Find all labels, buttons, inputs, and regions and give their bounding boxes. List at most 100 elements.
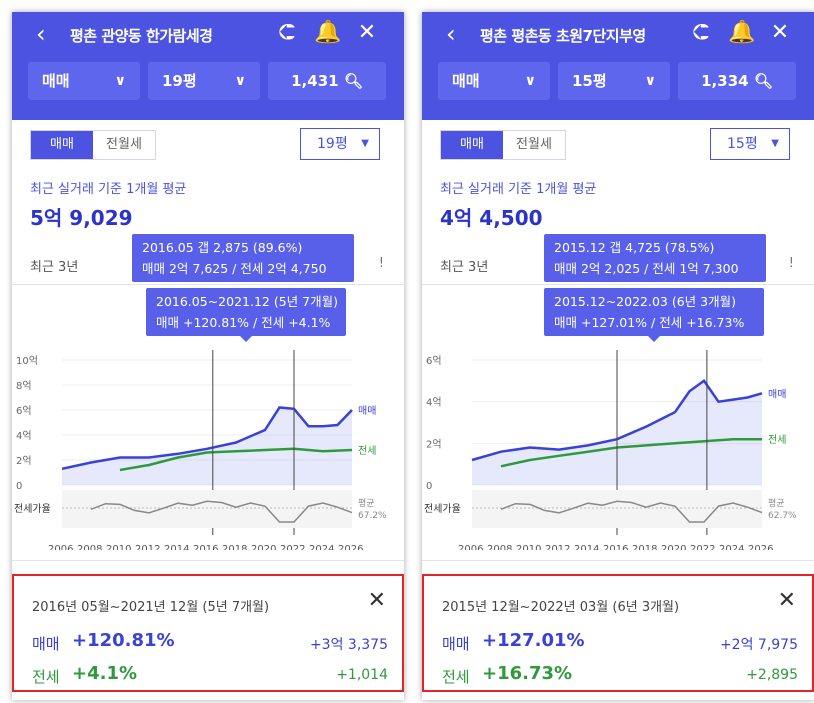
segment-sale[interactable]: 매매 <box>31 131 93 159</box>
back-chevron-icon[interactable]: ‹ <box>446 20 456 48</box>
range-selector[interactable]: 최근 3년 <box>30 260 79 275</box>
pyeong-dropdown[interactable]: 15평 ▼ <box>710 128 790 160</box>
size-value: 19평 <box>162 72 197 90</box>
page-title: 평촌 관양동 한가람세경 <box>70 27 213 45</box>
sale-label: 매매 <box>32 635 60 653</box>
close-icon[interactable]: ✕ <box>367 588 386 613</box>
sale-series-label: 매매 <box>358 405 376 417</box>
x-tick-label: 2018 <box>632 544 657 550</box>
average-label: 최근 실거래 기준 1개월 평균 <box>440 182 597 197</box>
change-summary-box: 2015년 12월~2022년 03월 (6년 3개월) ✕ 매매 +127.0… <box>422 574 814 692</box>
info-mark: ! <box>378 256 384 271</box>
x-tick-label: 2008 <box>487 544 512 550</box>
period-tooltip-line2: 매매 +120.81% / 전세 +4.1% <box>156 315 331 330</box>
divider <box>12 560 404 561</box>
jeonse-percent: +4.1% <box>72 663 138 684</box>
trade-type-select[interactable]: 매매 ∨ <box>28 62 140 100</box>
summary-period: 2016년 05월~2021년 12월 (5년 7개월) <box>32 600 270 615</box>
ratio-avg-label: 평균 <box>358 498 375 509</box>
y-tick-label: 6억 <box>426 355 442 367</box>
jeonse-amount: +1,014 <box>336 667 388 683</box>
bell-icon[interactable]: 🔔 <box>728 20 756 45</box>
x-tick-label: 2006 <box>48 544 73 550</box>
search-icon: 🔍︎ <box>343 72 363 90</box>
segment-rent[interactable]: 전월세 <box>516 137 552 152</box>
average-value: 5억 9,029 <box>30 206 133 230</box>
sale-label: 매매 <box>442 635 470 653</box>
gap-tooltip-line2: 매매 2억 2,025 / 전세 1억 7,300 <box>554 261 739 276</box>
sale-amount: +3억 3,375 <box>309 637 388 653</box>
app-panel: ‹ 평촌 평촌동 초원7단지부영 ⮈ 🔔 ✕ 매매 ∨ 15평 ∨ 1,334 … <box>422 12 814 700</box>
ratio-label: 전세가율 <box>424 503 461 515</box>
tooltip-arrow <box>240 336 252 342</box>
y-tick-label: 0 <box>426 481 432 492</box>
period-tooltip-line2: 매매 +127.01% / 전세 +16.73% <box>554 315 745 330</box>
sale-line <box>471 379 763 462</box>
sale-percent: +127.01% <box>482 630 585 651</box>
y-tick-label: 2억 <box>16 455 32 467</box>
ratio-avg-value: 62.7% <box>768 511 797 521</box>
sale-area <box>62 407 352 485</box>
segment-rent[interactable]: 전월세 <box>106 137 142 152</box>
y-tick-label: 4억 <box>426 397 442 409</box>
range-selector[interactable]: 최근 3년 <box>440 260 489 275</box>
jeonse-label: 전세 <box>442 668 470 686</box>
size-select[interactable]: 19평 ∨ <box>148 62 260 100</box>
x-tick-label: 2020 <box>251 544 276 550</box>
listing-count-button[interactable]: 1,431 🔍︎ <box>268 62 386 100</box>
info-mark: ! <box>788 256 794 271</box>
chevron-down-icon: ∨ <box>524 73 536 89</box>
x-tick-label: 2022 <box>280 544 305 550</box>
divider <box>422 560 814 561</box>
share-icon[interactable]: ⮈ <box>278 20 296 45</box>
x-tick-label: 2010 <box>106 544 131 550</box>
y-tick-label: 6억 <box>16 405 32 417</box>
y-tick-label: 4억 <box>16 430 32 442</box>
period-tooltip-line1: 2016.05~2021.12 (5년 7개월) <box>156 294 338 309</box>
x-tick-label: 2012 <box>545 544 570 550</box>
period-tooltip-line1: 2015.12~2022.03 (6년 3개월) <box>554 294 736 309</box>
x-tick-label: 2020 <box>661 544 686 550</box>
jeonse-series-label: 전세 <box>768 434 786 446</box>
average-label: 최근 실거래 기준 1개월 평균 <box>30 182 187 197</box>
header-bar: ‹ 평촌 관양동 한가람세경 ⮈ 🔔 ✕ 매매 ∨ 19평 ∨ 1,431 🔍︎ <box>12 12 404 120</box>
ratio-band <box>62 490 352 528</box>
x-tick-label: 2014 <box>164 544 189 550</box>
chevron-down-icon: ∨ <box>644 73 656 89</box>
close-icon[interactable]: ✕ <box>777 588 796 613</box>
trade-type-value: 매매 <box>42 72 70 90</box>
ratio-line <box>90 500 353 523</box>
pyeong-dropdown[interactable]: 19평 ▼ <box>300 128 380 160</box>
x-tick-label: 2026 <box>338 544 363 550</box>
trade-type-select[interactable]: 매매 ∨ <box>438 62 550 100</box>
average-value: 4억 4,500 <box>440 206 543 230</box>
size-select[interactable]: 15평 ∨ <box>558 62 670 100</box>
header-bar: ‹ 평촌 평촌동 초원7단지부영 ⮈ 🔔 ✕ 매매 ∨ 15평 ∨ 1,334 … <box>422 12 814 120</box>
trade-type-value: 매매 <box>452 72 480 90</box>
app-panel: ‹ 평촌 관양동 한가람세경 ⮈ 🔔 ✕ 매매 ∨ 19평 ∨ 1,431 🔍︎… <box>12 12 404 700</box>
segment-sale[interactable]: 매매 <box>441 131 503 159</box>
x-tick-label: 2016 <box>193 544 218 550</box>
y-tick-label: 2억 <box>426 438 442 450</box>
x-tick-label: 2024 <box>309 544 334 550</box>
jeonse-percent: +16.73% <box>482 663 573 684</box>
share-icon[interactable]: ⮈ <box>692 20 710 45</box>
price-chart[interactable]: 10억 8억 6억 4억 2억 0 2006 2008 2010 2012 2014 2016 2018… <box>12 330 404 550</box>
size-value: 15평 <box>572 72 607 90</box>
back-chevron-icon[interactable]: ‹ <box>36 20 46 48</box>
x-tick-label: 2024 <box>719 544 744 550</box>
close-icon[interactable]: ✕ <box>770 20 790 45</box>
pyeong-value: 19평 <box>317 136 348 152</box>
trade-segment: 매매 전월세 <box>30 130 156 160</box>
close-icon[interactable]: ✕ <box>357 20 377 45</box>
divider <box>12 284 404 285</box>
gap-tooltip-line1: 2016.05 갭 2,875 (89.6%) <box>142 240 303 255</box>
tooltip-arrow <box>648 336 660 342</box>
price-chart[interactable]: 6억 4억 2억 0 2006 2008 2010 2012 2014 2016 2018 2020 2… <box>422 330 814 550</box>
caret-down-icon: ▼ <box>361 138 369 149</box>
bell-icon[interactable]: 🔔 <box>314 20 342 45</box>
listing-count-button[interactable]: 1,334 🔍︎ <box>678 62 796 100</box>
summary-period: 2015년 12월~2022년 03월 (6년 3개월) <box>442 600 680 615</box>
x-tick-label: 2018 <box>222 544 247 550</box>
x-tick-label: 2026 <box>748 544 773 550</box>
